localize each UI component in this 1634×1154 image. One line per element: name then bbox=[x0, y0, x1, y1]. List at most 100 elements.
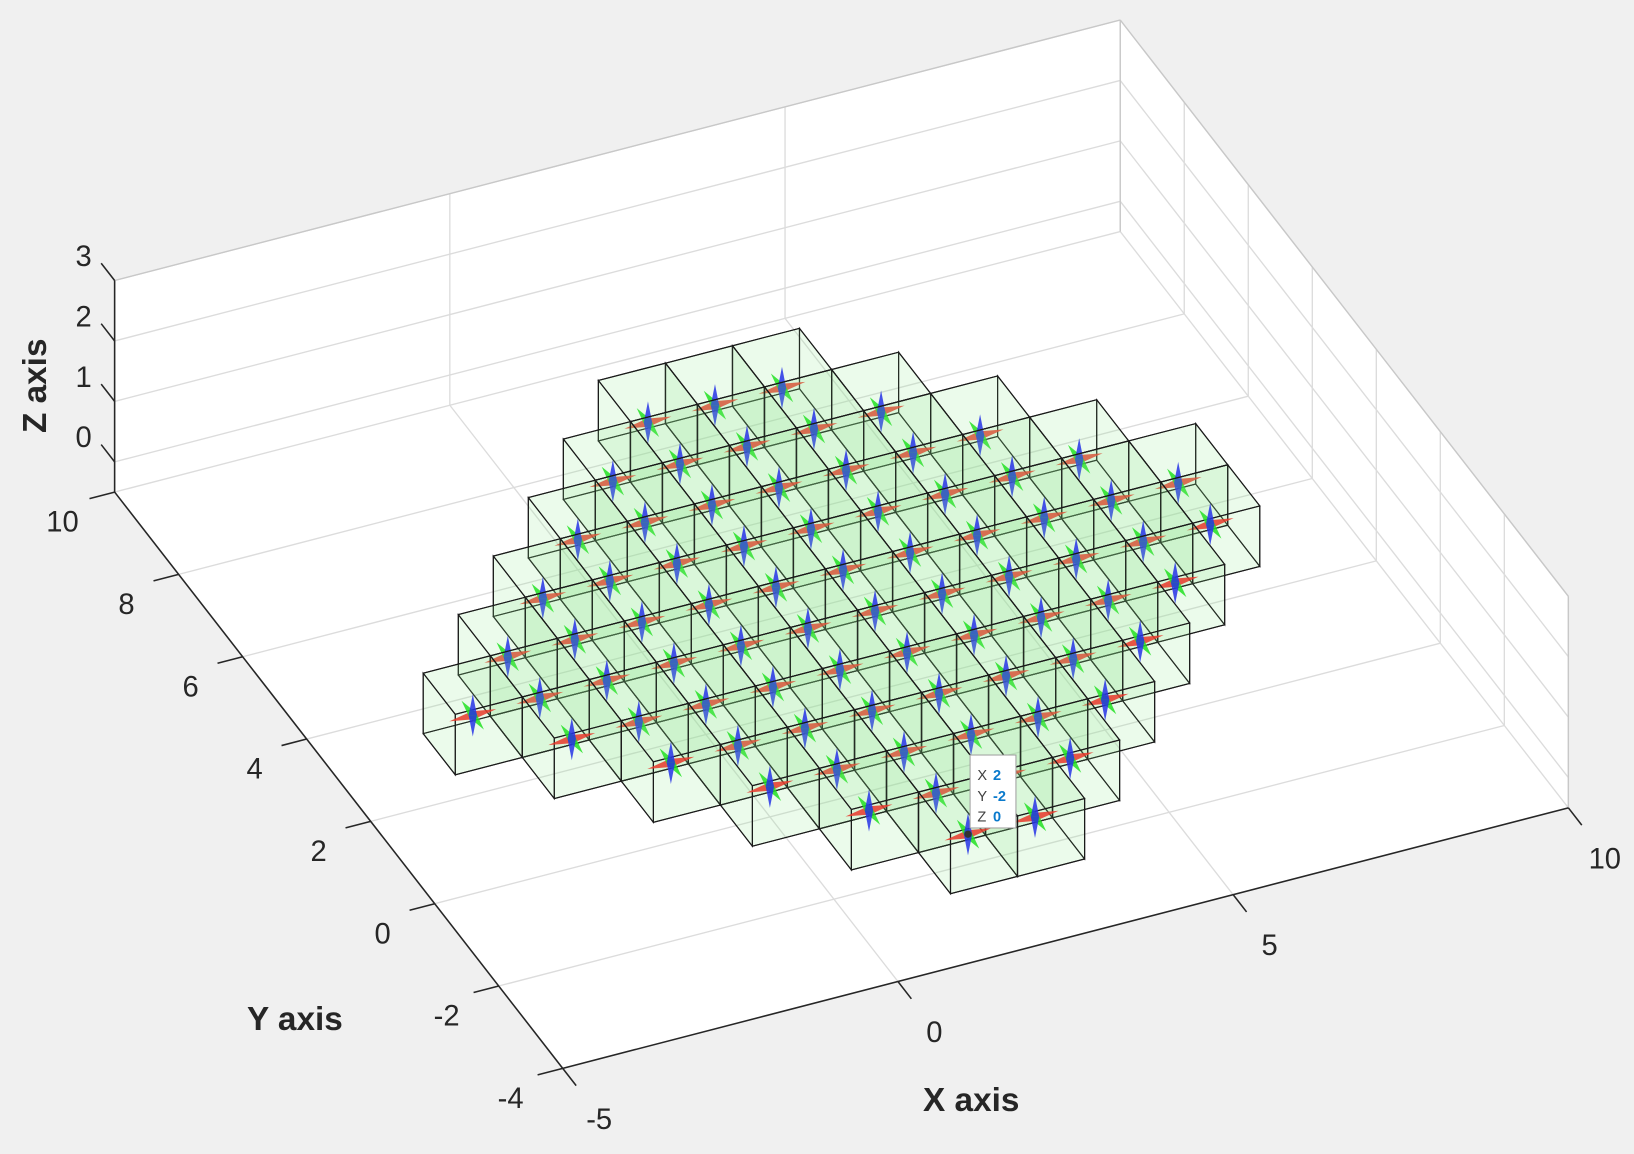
x-tick-label: 10 bbox=[1589, 843, 1621, 875]
box-edge bbox=[1119, 19, 1569, 597]
arrow bbox=[707, 504, 717, 527]
datatip-label: Z bbox=[977, 810, 986, 826]
datatip-label: Y bbox=[977, 789, 987, 805]
cube bbox=[664, 344, 766, 467]
cube bbox=[1089, 580, 1191, 703]
y-tick bbox=[409, 902, 435, 911]
cube-face bbox=[620, 702, 722, 763]
arrow bbox=[602, 680, 611, 702]
arrow bbox=[777, 387, 787, 410]
arrow bbox=[1135, 641, 1145, 663]
arrow bbox=[870, 611, 880, 633]
x-tick-label: 0 bbox=[926, 1017, 942, 1049]
arrow bbox=[899, 751, 909, 774]
cube-face bbox=[422, 655, 524, 715]
cube bbox=[830, 350, 932, 473]
cube bbox=[661, 443, 763, 567]
arrow bbox=[1001, 675, 1011, 698]
arrow bbox=[1036, 617, 1046, 639]
arrow bbox=[969, 634, 979, 656]
cube bbox=[1124, 521, 1226, 644]
y-tick bbox=[537, 1067, 563, 1076]
cube bbox=[588, 660, 690, 783]
y-tick-label: 4 bbox=[246, 754, 262, 786]
y-tick-label: 10 bbox=[46, 507, 78, 539]
arrow bbox=[538, 598, 547, 620]
cube bbox=[993, 456, 1095, 579]
arrow bbox=[937, 593, 947, 615]
z-tick-label: 3 bbox=[75, 241, 91, 273]
arrow bbox=[704, 604, 714, 626]
cube bbox=[1054, 638, 1156, 761]
arrow bbox=[1030, 816, 1040, 839]
arrow bbox=[1170, 561, 1180, 583]
z-tick bbox=[100, 262, 116, 282]
datatip-box bbox=[969, 754, 1017, 829]
arrow bbox=[1068, 658, 1078, 680]
arrow bbox=[666, 741, 676, 763]
grid-line bbox=[114, 79, 1121, 342]
arrow bbox=[771, 587, 781, 609]
datatip-point bbox=[964, 830, 972, 838]
arrow bbox=[963, 834, 973, 856]
arrow bbox=[1071, 558, 1081, 581]
y-tick-label: 6 bbox=[182, 671, 198, 703]
grid-line bbox=[1119, 200, 1569, 779]
arrow bbox=[710, 405, 720, 427]
arrow bbox=[468, 715, 477, 737]
cube bbox=[559, 519, 661, 643]
y-tick-label: 0 bbox=[374, 918, 390, 950]
back-pane bbox=[114, 20, 1121, 493]
x-axis bbox=[562, 807, 1569, 1070]
arrow bbox=[1100, 678, 1110, 700]
arrow bbox=[1007, 476, 1017, 498]
arrow bbox=[1075, 459, 1084, 481]
cube-face bbox=[521, 678, 623, 739]
arrow bbox=[535, 697, 544, 720]
arrow bbox=[902, 652, 912, 674]
y-tick-label: -2 bbox=[434, 1001, 460, 1033]
arrow bbox=[1206, 503, 1215, 525]
z-tick bbox=[100, 323, 116, 342]
arrow bbox=[640, 522, 650, 544]
arrow bbox=[573, 539, 583, 561]
arrow bbox=[963, 813, 973, 835]
cube bbox=[524, 578, 626, 701]
arrow bbox=[905, 552, 915, 574]
arrow bbox=[1065, 758, 1075, 780]
cube bbox=[958, 515, 1060, 638]
arrow bbox=[1040, 517, 1049, 539]
arrow bbox=[1004, 576, 1014, 598]
arrow bbox=[608, 481, 618, 503]
arrow bbox=[567, 739, 576, 761]
cube bbox=[888, 632, 990, 755]
cube bbox=[1019, 697, 1121, 820]
cube bbox=[818, 749, 920, 872]
arrow bbox=[934, 693, 944, 715]
z-tick-label: 0 bbox=[75, 422, 91, 454]
arrow bbox=[1139, 541, 1148, 563]
x-axis-label: X axis bbox=[923, 1082, 1019, 1119]
arrow bbox=[838, 569, 848, 592]
x-tick bbox=[1232, 894, 1248, 913]
arrow bbox=[1206, 524, 1215, 546]
arrow bbox=[975, 435, 985, 457]
arrow bbox=[867, 710, 877, 732]
arrow bbox=[1135, 620, 1145, 642]
arrow bbox=[736, 645, 746, 667]
cube bbox=[422, 654, 524, 777]
y-tick bbox=[281, 738, 307, 747]
arrow bbox=[841, 470, 851, 492]
arrow bbox=[1170, 582, 1180, 604]
arrow bbox=[1107, 500, 1116, 522]
y-tick bbox=[89, 491, 115, 500]
y-tick-label: 8 bbox=[118, 589, 134, 621]
cube bbox=[923, 573, 1025, 697]
cube bbox=[929, 374, 1031, 497]
cube-face bbox=[818, 750, 920, 811]
y-tick-label: 2 bbox=[310, 836, 326, 868]
arrow bbox=[864, 810, 874, 832]
arrow bbox=[1065, 737, 1075, 759]
arrow bbox=[666, 762, 676, 784]
